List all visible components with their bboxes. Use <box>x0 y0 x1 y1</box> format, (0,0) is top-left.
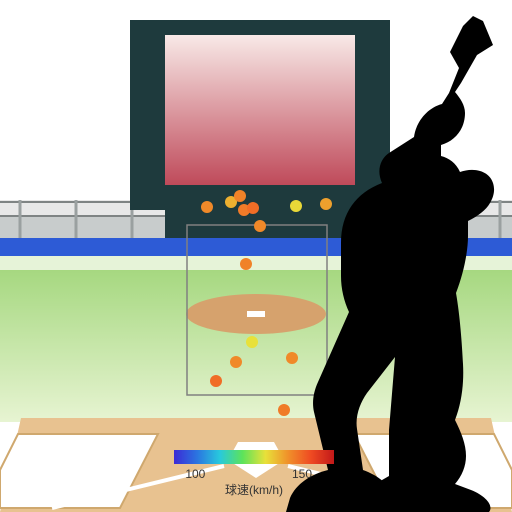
pitch-marker <box>320 198 332 210</box>
speed-legend-bar <box>174 450 334 464</box>
pitch-marker <box>247 202 259 214</box>
baseball-pitch-chart: 100 150 球速(km/h) <box>0 0 512 512</box>
pitch-marker <box>246 336 258 348</box>
pitch-marker <box>254 220 266 232</box>
pitch-marker <box>240 258 252 270</box>
legend-tick: 150 <box>292 467 312 481</box>
legend-label: 球速(km/h) <box>225 483 283 497</box>
pitch-marker <box>230 356 242 368</box>
pitch-marker <box>290 200 302 212</box>
pitch-marker <box>201 201 213 213</box>
scoreboard-screen <box>165 35 355 185</box>
legend-tick: 100 <box>185 467 205 481</box>
pitch-marker <box>286 352 298 364</box>
pitch-marker <box>278 404 290 416</box>
pitch-marker <box>234 190 246 202</box>
pitch-marker <box>210 375 222 387</box>
